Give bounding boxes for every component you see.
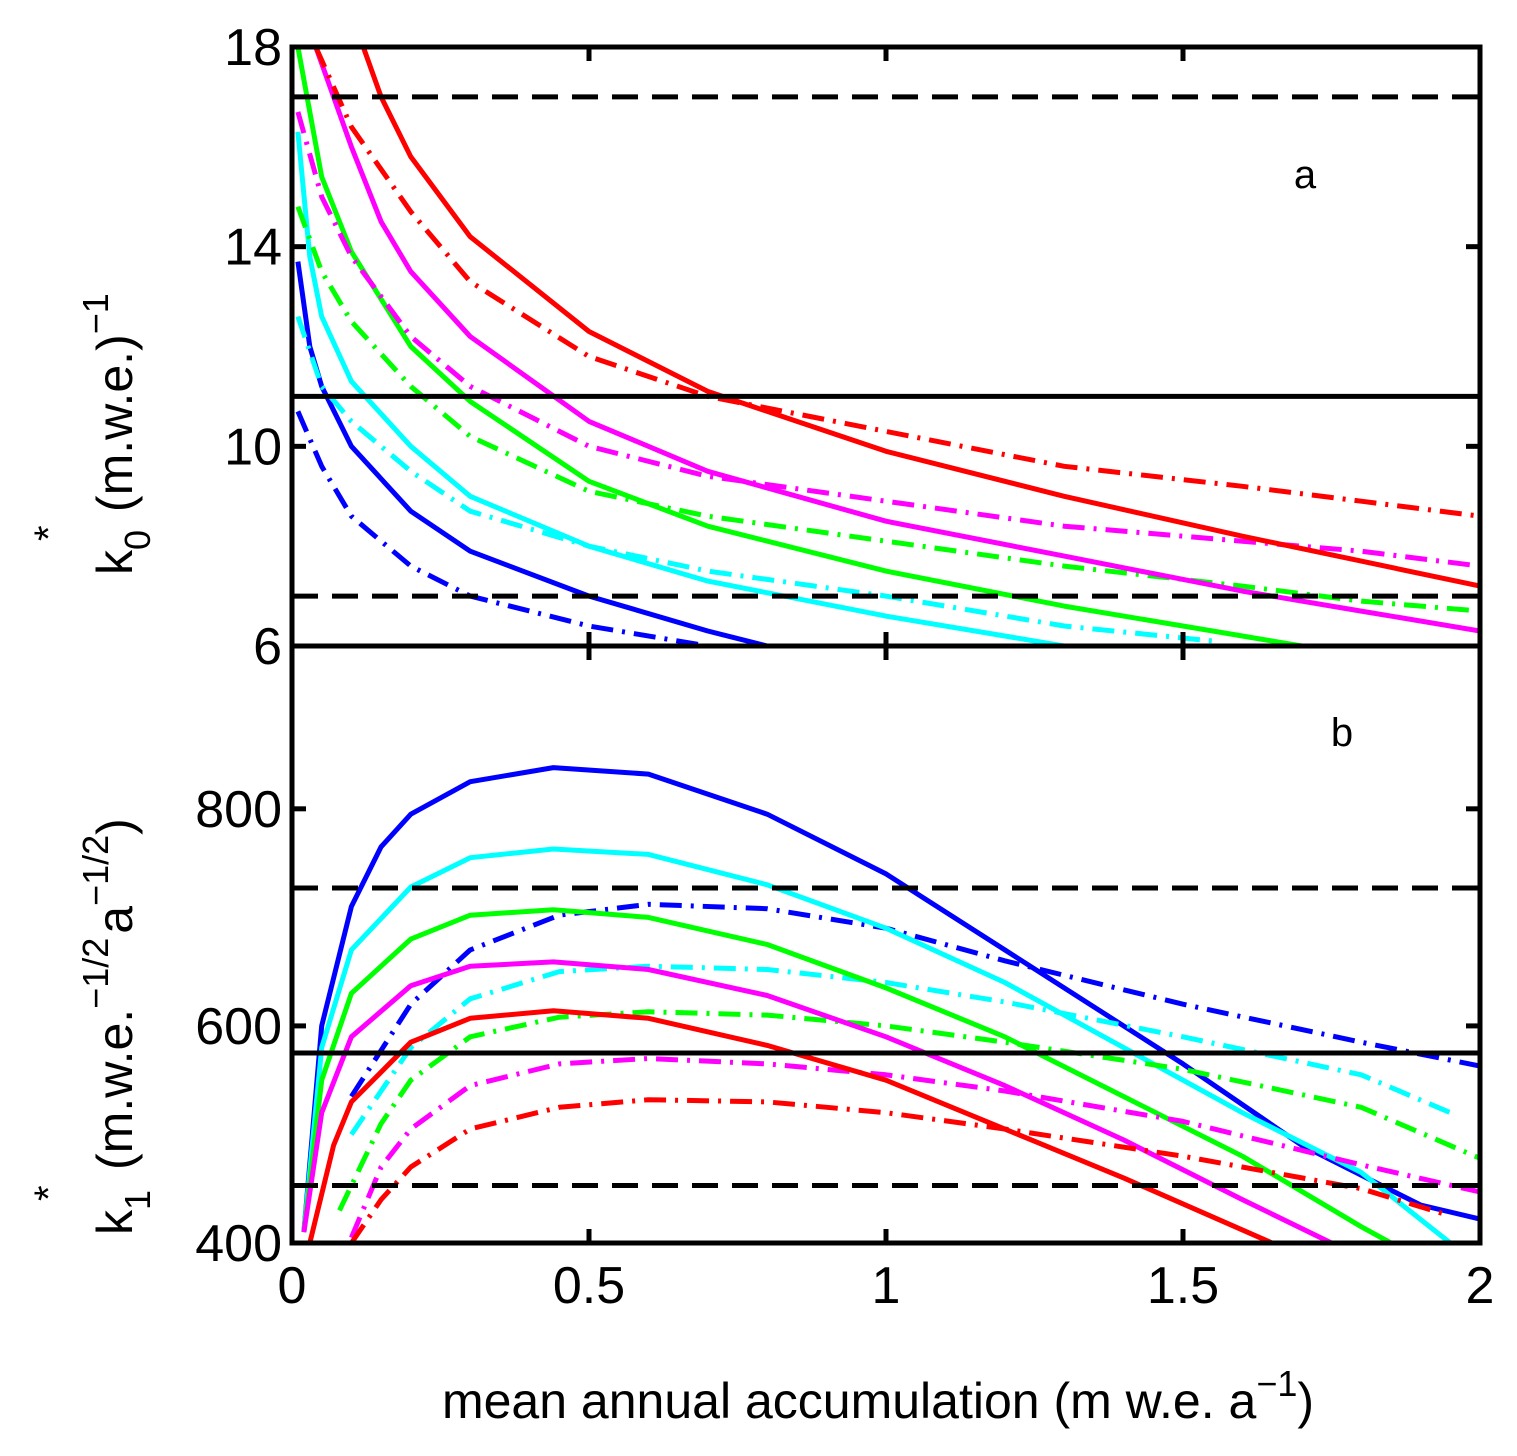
y-axis-label-b-star: * [27, 1185, 71, 1201]
y-tick-label: 18 [224, 19, 282, 77]
series-line-6 [295, 205, 1480, 614]
series-line-9 [360, 47, 1480, 589]
y-tick-label: 6 [253, 618, 282, 676]
series-line-3 [301, 846, 1452, 1243]
axes-frame [289, 44, 1483, 649]
axes-frame [289, 643, 1483, 1246]
series-line-4 [295, 315, 1213, 644]
y-tick-label: 600 [195, 998, 282, 1056]
x-tick-label: 2 [1466, 1257, 1495, 1315]
series-line-7 [301, 959, 1333, 1243]
y-tick-label: 14 [224, 219, 282, 277]
axes-text: mean annual accumulation (m w.e. a−1) k0 … [27, 293, 1314, 1429]
y-tick-label: 800 [195, 781, 282, 839]
y-tick-label: 10 [224, 418, 282, 476]
plot-area [292, 47, 1480, 646]
series-line-9 [307, 1008, 1274, 1243]
panel-label: a [1294, 153, 1317, 197]
series-line-8 [349, 1056, 1480, 1239]
series-line-5 [301, 907, 1393, 1243]
x-tick-label: 0.5 [553, 1257, 625, 1315]
series-line-8 [295, 111, 1480, 569]
series-line-2 [295, 410, 709, 646]
panel-b: 400 600 800 0 0.5 1 1.5 2 b [195, 643, 1495, 1315]
series-line-5 [295, 47, 1303, 646]
panel-label: b [1331, 711, 1353, 755]
x-tick-label: 1 [872, 1257, 901, 1315]
y-axis-label-b: k1(m.w.e.−1/2a−1/2)* [27, 818, 158, 1235]
series-line-2 [349, 901, 1480, 1098]
series-line-3 [295, 131, 1065, 646]
series-line-10 [349, 1097, 1452, 1243]
svg-text:k0 (m.w.e.)−1: k0 (m.w.e.)−1 [75, 293, 158, 575]
svg-text:k1(m.w.e.−1/2a−1/2): k1(m.w.e.−1/2a−1/2) [75, 818, 158, 1235]
y-axis-label-a-star: * [27, 525, 71, 541]
series-line-4 [349, 963, 1452, 1136]
y-tick-label: 400 [195, 1215, 282, 1273]
series-line-1 [301, 765, 1480, 1233]
x-axis-label: mean annual accumulation (m w.e. a−1) [442, 1363, 1314, 1429]
series-line-6 [337, 1009, 1480, 1212]
y-axis-label-a: k0 (m.w.e.)−1* [27, 293, 158, 575]
x-tick-label: 0 [278, 1257, 307, 1315]
plot-area [292, 765, 1480, 1243]
panel-a: 6 10 14 18 a [224, 19, 1483, 676]
x-tick-label: 1.5 [1147, 1257, 1219, 1315]
